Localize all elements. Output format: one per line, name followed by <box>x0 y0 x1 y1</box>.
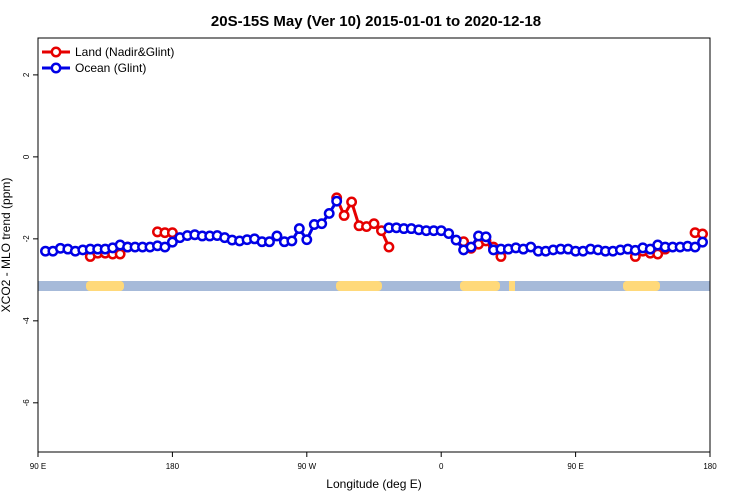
data-point <box>465 241 477 253</box>
surface-mask <box>38 281 710 291</box>
data-point <box>114 248 126 260</box>
data-point <box>316 218 328 230</box>
legend-label: Ocean (Glint) <box>75 61 146 75</box>
plot-frame <box>37 37 711 453</box>
data-point <box>346 196 358 208</box>
x-tick-label: 90 E <box>30 462 46 471</box>
data-point <box>480 231 492 243</box>
x-axis-label: Longitude (deg E) <box>326 477 421 491</box>
y-tick-label: -2 <box>22 235 31 243</box>
x-tick-label: 90 W <box>297 462 316 471</box>
data-point <box>264 236 275 248</box>
data-point <box>368 218 380 230</box>
data-point <box>286 235 298 247</box>
x-tick-label: 90 E <box>567 462 583 471</box>
data-point <box>697 236 708 248</box>
data-point <box>271 230 283 242</box>
data-point <box>689 241 701 253</box>
data-point <box>323 207 335 219</box>
data-point <box>443 228 455 239</box>
chart-title: 20S-15S May (Ver 10) 2015-01-01 to 2020-… <box>211 13 541 30</box>
data-point <box>293 223 305 235</box>
x-tick-label: 180 <box>703 462 717 471</box>
legend-marker <box>50 62 62 74</box>
legend-marker <box>50 46 62 58</box>
y-tick-label: -4 <box>22 317 31 325</box>
data-point <box>166 236 178 248</box>
data-point <box>338 210 350 221</box>
data-point <box>383 241 395 253</box>
y-tick-label: 2 <box>22 72 31 77</box>
data-point <box>450 234 462 246</box>
y-tick-label: -6 <box>22 399 31 407</box>
y-tick-label: 0 <box>22 154 31 159</box>
legend-label: Land (Nadir&Glint) <box>75 45 174 59</box>
data-point <box>159 241 171 253</box>
data-point <box>331 195 343 207</box>
data-point <box>301 234 313 246</box>
x-tick-label: 0 <box>439 462 444 471</box>
x-tick-label: 180 <box>166 462 180 471</box>
y-axis-label: XCO2 - MLO trend (ppm) <box>0 178 13 313</box>
